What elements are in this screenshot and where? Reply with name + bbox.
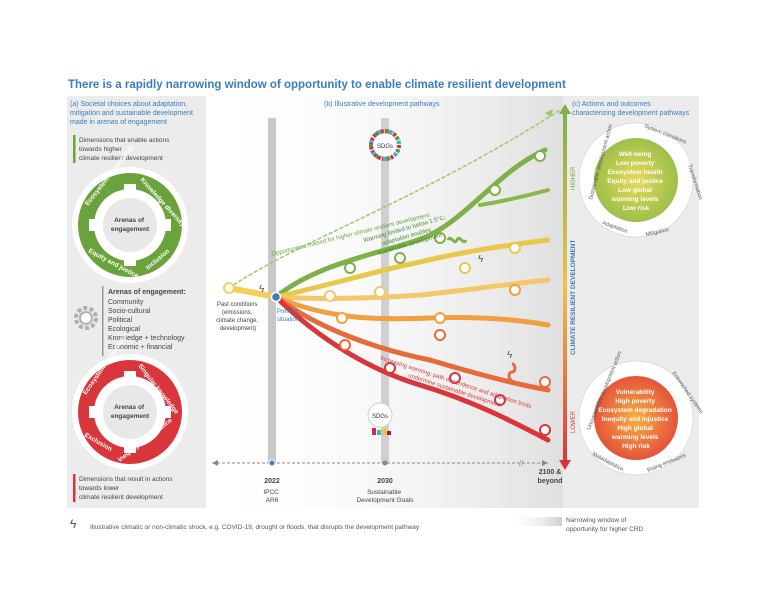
- node: [384, 362, 396, 374]
- window-legend-swatch: [506, 517, 562, 526]
- tick-sub-2022: IPCC AR6: [263, 489, 280, 504]
- arenas-gear-icon: [74, 306, 98, 330]
- crd-lower-label: LOWER: [571, 410, 577, 433]
- shock-icon: ϟ: [507, 350, 513, 361]
- panel-a-header: (a) Societal choices about adaptation, m…: [70, 101, 195, 126]
- missed-opportunity-path: [228, 109, 561, 289]
- high-crd-pathway: [273, 147, 548, 300]
- node: [324, 290, 336, 302]
- pathway-nodes: [223, 150, 551, 436]
- tick-2030: [382, 460, 388, 466]
- node: [494, 394, 506, 406]
- higher-dimensions-text: Dimensions that enable actions towards h…: [79, 137, 171, 162]
- tick-label-2030: 2030: [377, 478, 393, 485]
- node: [489, 184, 501, 196]
- past-conditions-label: Past conditions (emissions, climate chan…: [216, 302, 260, 332]
- higher-marker: [73, 135, 76, 163]
- node: [434, 232, 446, 244]
- node: [434, 312, 446, 324]
- gear-tooth: [161, 219, 171, 231]
- crd-axis-label: CLIMATE RESILIENT DEVELOPMENT: [570, 240, 577, 355]
- node: [336, 312, 348, 324]
- figure-title: There is a rapidly narrowing window of o…: [68, 79, 566, 91]
- line-2022: [268, 118, 276, 463]
- node: [534, 150, 546, 162]
- node: [374, 286, 386, 298]
- window-legend-text: Narrowing window of opportunity for high…: [566, 517, 644, 533]
- sdgs-label-bottom: SDGs: [372, 414, 388, 420]
- green-wheel-center-label: Arenas of engagement: [111, 217, 150, 233]
- lowest-crd-pathway: [273, 294, 551, 443]
- red-wheel-center: [103, 385, 157, 439]
- tick-sub-2100: beyond: [538, 478, 563, 485]
- lower-marker: [73, 474, 76, 502]
- lower-dimensions-text: Dimensions that result in actions toward…: [79, 476, 174, 501]
- low-outcomes-list: Vulnerability High poverty Ecosystem deg…: [598, 389, 673, 450]
- crd-axis-arrow-down: [559, 460, 571, 470]
- green-wheel-center: [103, 198, 157, 252]
- arenas-bar: [102, 286, 104, 356]
- present-situation-label: Present situation: [277, 309, 299, 323]
- node: [509, 284, 521, 296]
- panel-c-header: (c) Actions and outcomes characterizing …: [572, 101, 690, 117]
- node: [394, 252, 406, 264]
- tick-label-2022: 2022: [264, 478, 280, 485]
- low-crd-pathway: [273, 294, 551, 393]
- mid-low-pathway: [273, 294, 551, 328]
- red-wheel-center-label: Arenas of engagement: [111, 404, 150, 420]
- past-pathway: [226, 285, 279, 300]
- crd-axis-arrow-up: [559, 104, 571, 114]
- tick-2022: [268, 459, 276, 467]
- panel-a-divider: [206, 96, 210, 508]
- disrupted-path-squiggle: [507, 362, 517, 382]
- shock-legend-icon: ϟ: [70, 517, 77, 531]
- gear-tooth: [124, 443, 136, 453]
- shock-icon: ϟ: [478, 254, 484, 265]
- tick-sub-2030: Sustainable Development Goals: [356, 489, 414, 504]
- arenas-list: Community Socio-cultural Political Ecolo…: [108, 299, 186, 351]
- shock-legend-text: Illustrative climatic or non-climatic sh…: [90, 524, 420, 531]
- node: [223, 282, 235, 294]
- time-axis-arrow-left: [212, 460, 218, 466]
- gear-tooth: [89, 219, 99, 231]
- crd-higher-label: HIGHER: [571, 166, 577, 190]
- node: [459, 262, 471, 274]
- gear-tooth: [124, 256, 136, 266]
- node: [509, 242, 521, 254]
- high-outcomes-core: [594, 138, 678, 222]
- present-situation-node: [270, 291, 282, 303]
- node: [339, 339, 351, 351]
- arenas-title: Arenas of engagement:: [108, 289, 186, 296]
- time-axis-arrow-right: [542, 460, 548, 466]
- gear-tooth: [124, 184, 136, 194]
- ring-mitigation: Mitigation: [645, 227, 669, 238]
- gear-tooth: [89, 406, 99, 418]
- node: [344, 262, 356, 274]
- high-outcomes-list: Well-being Low poverty Ecosystem health …: [607, 151, 664, 212]
- node: [539, 376, 551, 388]
- crd-axis-bar: [563, 112, 567, 462]
- gear-tooth: [124, 371, 136, 381]
- disrupted-path-squiggle: [446, 236, 468, 244]
- tick-label-2100: 2100 &: [539, 469, 562, 476]
- high-crd-branch: [478, 188, 550, 207]
- gear-tooth: [161, 406, 171, 418]
- node: [539, 424, 551, 436]
- sdgs-wheel-bottom: SDGs: [367, 402, 393, 435]
- node: [434, 329, 446, 341]
- low-outcomes-core: [594, 376, 678, 460]
- red-arenas-wheel: Arenas of engagement Ecosystem degradati…: [72, 332, 188, 470]
- pathways: [226, 109, 561, 443]
- shock-icon: ϟ: [259, 284, 265, 295]
- missed-path-arrowhead: [545, 109, 553, 117]
- sdgs-wheel-top: SDGs: [369, 129, 401, 161]
- panel-b-header: (b) Illustrative development pathways: [324, 101, 440, 108]
- mid-pathway: [273, 277, 551, 301]
- axis-break: //: [519, 459, 524, 468]
- sdgs-label-top: SDGs: [377, 144, 393, 150]
- node: [449, 372, 461, 384]
